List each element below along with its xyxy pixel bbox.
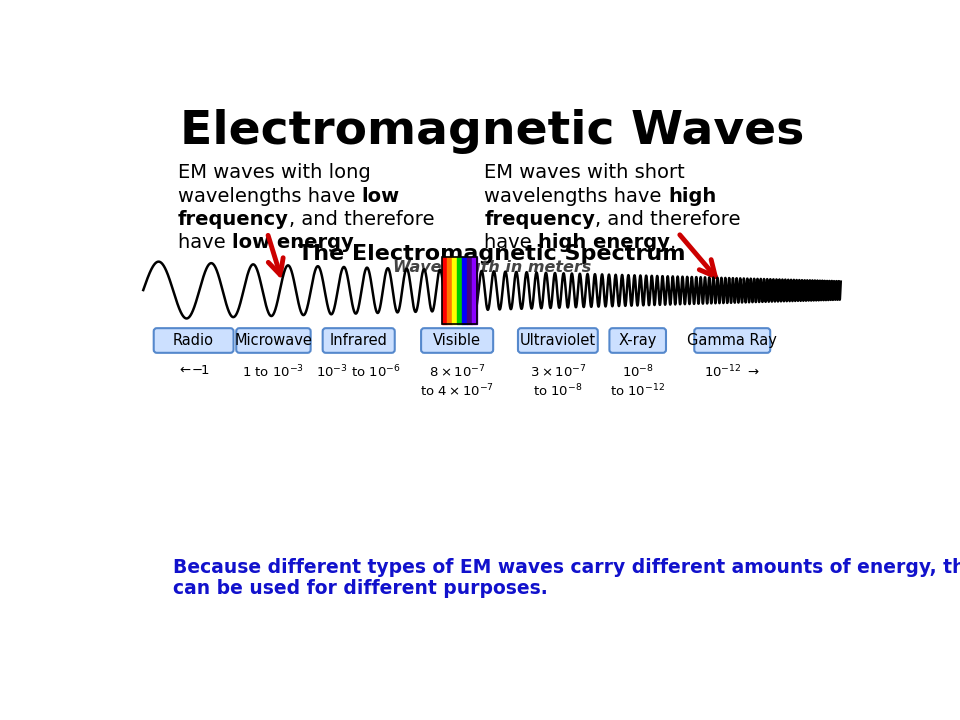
Text: The Electromagnetic Spectrum: The Electromagnetic Spectrum	[299, 244, 685, 264]
FancyBboxPatch shape	[518, 328, 598, 353]
Text: high energy: high energy	[539, 233, 670, 252]
Text: wavelengths have: wavelengths have	[179, 186, 362, 205]
Bar	[471, 257, 476, 324]
Text: .: .	[353, 233, 360, 252]
Text: low energy: low energy	[232, 233, 353, 252]
Bar	[451, 257, 457, 324]
Bar	[442, 257, 446, 324]
Text: $10^{-8}$
to $10^{-12}$: $10^{-8}$ to $10^{-12}$	[611, 364, 665, 400]
FancyBboxPatch shape	[236, 328, 311, 353]
Text: wavelengths have: wavelengths have	[484, 186, 668, 205]
Text: , and therefore: , and therefore	[289, 210, 435, 228]
Text: Infrared: Infrared	[330, 333, 388, 348]
Text: Electromagnetic Waves: Electromagnetic Waves	[180, 109, 804, 155]
Text: , and therefore: , and therefore	[595, 210, 740, 228]
Text: $8\times10^{-7}$
to $4\times10^{-7}$: $8\times10^{-7}$ to $4\times10^{-7}$	[420, 364, 494, 400]
Text: .: .	[670, 233, 676, 252]
Text: 1 to $10^{-3}$: 1 to $10^{-3}$	[243, 364, 304, 380]
Text: frequency: frequency	[484, 210, 595, 228]
Text: frequency: frequency	[179, 210, 289, 228]
Text: Radio: Radio	[173, 333, 214, 348]
FancyBboxPatch shape	[154, 328, 233, 353]
Text: have: have	[484, 233, 539, 252]
Bar	[462, 257, 467, 324]
Text: $10^{-3}$ to $10^{-6}$: $10^{-3}$ to $10^{-6}$	[317, 364, 401, 380]
Bar	[467, 257, 471, 324]
Text: Gamma Ray: Gamma Ray	[687, 333, 778, 348]
Bar	[457, 257, 462, 324]
Text: Microwave: Microwave	[234, 333, 312, 348]
FancyBboxPatch shape	[421, 328, 493, 353]
FancyBboxPatch shape	[694, 328, 770, 353]
FancyBboxPatch shape	[323, 328, 395, 353]
Text: Wavelength in meters: Wavelength in meters	[393, 260, 591, 274]
Text: Because different types of EM waves carry different amounts of energy, they: Because different types of EM waves carr…	[173, 558, 960, 577]
Text: high: high	[668, 186, 716, 205]
Text: $\leftarrow\!\!-\!\!1$: $\leftarrow\!\!-\!\!1$	[177, 364, 210, 377]
Text: EM waves with long: EM waves with long	[179, 163, 371, 182]
Text: low: low	[362, 186, 400, 205]
Text: X-ray: X-ray	[618, 333, 657, 348]
Text: EM waves with short: EM waves with short	[484, 163, 685, 182]
Text: can be used for different purposes.: can be used for different purposes.	[173, 579, 547, 598]
Text: $3\times10^{-7}$
to $10^{-8}$: $3\times10^{-7}$ to $10^{-8}$	[530, 364, 587, 400]
Bar	[446, 257, 451, 324]
Bar	[442, 257, 476, 324]
Text: Ultraviolet: Ultraviolet	[519, 333, 596, 348]
Text: have: have	[179, 233, 232, 252]
FancyBboxPatch shape	[610, 328, 666, 353]
Text: Visible: Visible	[433, 333, 481, 348]
Text: $10^{-12}$ $\rightarrow$: $10^{-12}$ $\rightarrow$	[705, 364, 760, 380]
